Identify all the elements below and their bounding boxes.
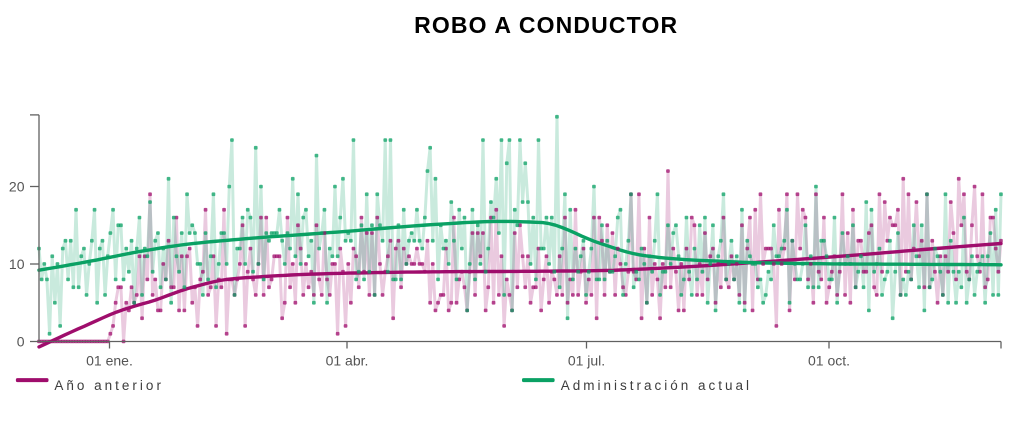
svg-text:01 abr.: 01 abr. [326,353,369,369]
svg-text:01 jul.: 01 jul. [568,353,605,369]
svg-text:01 ene.: 01 ene. [86,353,133,369]
svg-text:20: 20 [9,179,25,195]
svg-text:Año anterior: Año anterior [54,378,164,393]
svg-text:01 oct.: 01 oct. [808,353,850,369]
svg-text:10: 10 [9,256,25,272]
svg-text:0: 0 [17,334,25,350]
svg-text:Administración actual: Administración actual [561,378,752,393]
svg-text:ROBO A CONDUCTOR: ROBO A CONDUCTOR [414,12,678,38]
